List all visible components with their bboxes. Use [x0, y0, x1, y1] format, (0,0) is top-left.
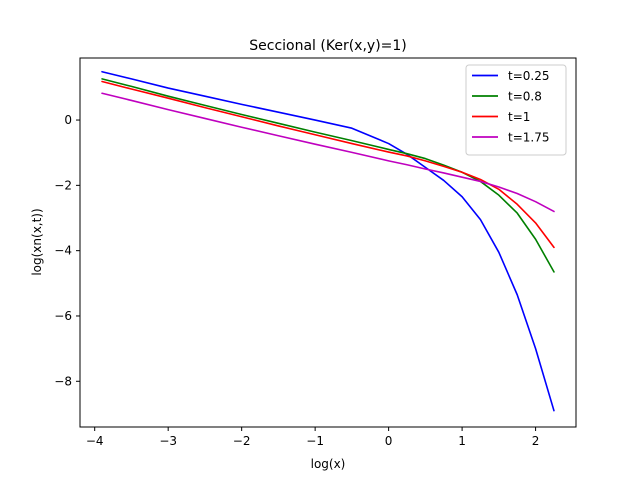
- x-tick-label: −3: [159, 434, 177, 448]
- series-line-0: [101, 70, 555, 412]
- legend: t=0.25 t=0.8 t=1 t=1.75: [465, 64, 567, 156]
- chart-title: Seccional (Ker(x,y)=1): [249, 38, 407, 54]
- x-tick-label: −2: [233, 434, 251, 448]
- series-line-2: [101, 80, 555, 249]
- x-tick-label: 2: [532, 434, 540, 448]
- y-axis: −8 −6 −4 −2 0: [54, 113, 80, 388]
- x-axis-label: log(x): [311, 457, 346, 471]
- x-tick-label: 0: [385, 434, 393, 448]
- legend-box: [465, 64, 567, 156]
- plot-frame: [79, 57, 577, 428]
- y-tick-label: −2: [54, 178, 72, 192]
- y-tick-label: −4: [54, 244, 72, 258]
- legend-label: t=0.8: [508, 90, 542, 104]
- y-tick-label: −6: [54, 309, 72, 323]
- legend-label: t=1.75: [508, 131, 549, 145]
- y-axis-label: log(xn(x,t)): [30, 208, 44, 275]
- x-axis: −4 −3 −2 −1 0 1 2: [86, 427, 540, 448]
- y-tick-label: −8: [54, 374, 72, 388]
- x-tick-label: 1: [458, 434, 466, 448]
- x-tick-label: −4: [86, 434, 104, 448]
- series-line-3: [101, 92, 555, 213]
- x-tick-label: −1: [306, 434, 324, 448]
- series-layer: [101, 70, 555, 412]
- legend-label: t=1: [508, 110, 530, 124]
- series-line-1: [101, 78, 555, 273]
- y-tick-label: 0: [64, 113, 72, 127]
- legend-label: t=0.25: [508, 69, 549, 83]
